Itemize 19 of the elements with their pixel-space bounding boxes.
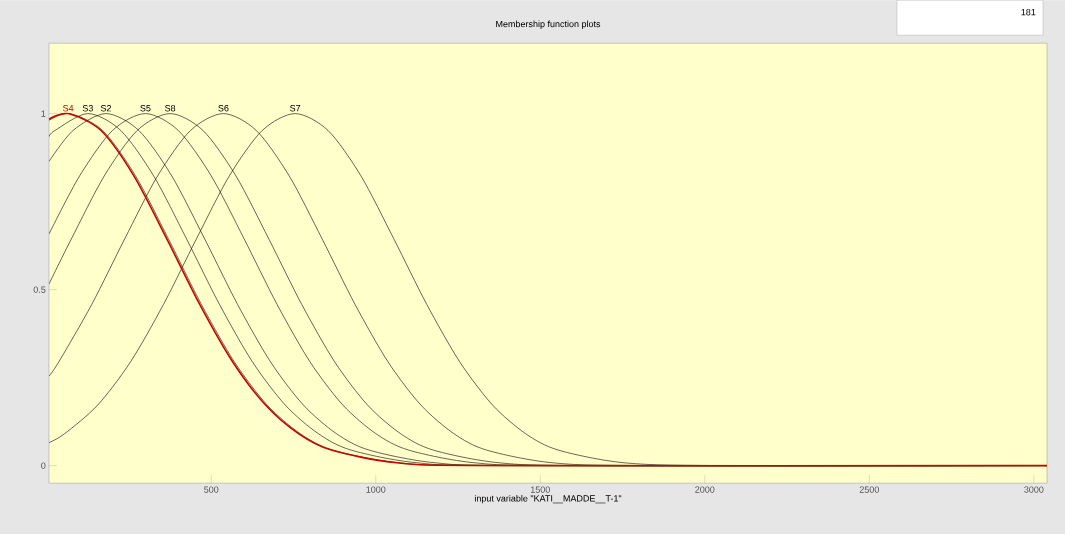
series-label: S7 bbox=[290, 104, 301, 112]
series-label: S8 bbox=[165, 104, 176, 112]
y-tick-label: 0.5 bbox=[33, 286, 46, 293]
series-label: S5 bbox=[140, 104, 151, 112]
series-label: S3 bbox=[82, 104, 93, 112]
x-axis-title: input variable "KATI__MADDE__T-1" bbox=[474, 494, 622, 504]
series-label: S4 bbox=[63, 104, 74, 112]
y-tick-label: 1 bbox=[41, 110, 46, 117]
y-tick-label: 0 bbox=[41, 462, 46, 469]
x-tick-label: 1000 bbox=[366, 486, 386, 493]
x-tick-label: 2500 bbox=[859, 486, 879, 493]
x-tick-label: 3000 bbox=[1024, 486, 1044, 493]
x-tick-label: 1500 bbox=[530, 486, 550, 493]
x-tick-label: 500 bbox=[204, 486, 219, 493]
series-label: S2 bbox=[100, 104, 111, 112]
series-label: S6 bbox=[218, 104, 229, 112]
x-tick-label: 2000 bbox=[695, 486, 715, 493]
text: 181 bbox=[1021, 8, 1036, 16]
chart-title: Membership function plots bbox=[496, 20, 601, 29]
